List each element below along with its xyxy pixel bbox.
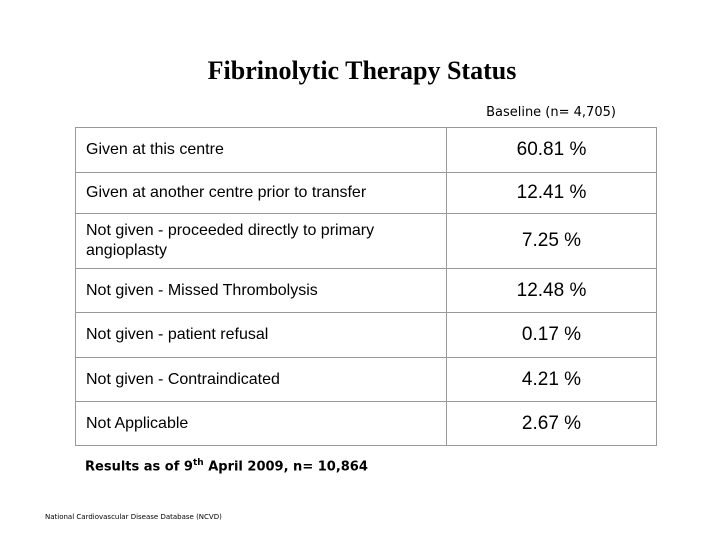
table-row: Not given - patient refusal 0.17 % bbox=[75, 312, 657, 358]
table-row: Not given - Missed Thrombolysis 12.48 % bbox=[75, 268, 657, 313]
row-label: Not given - patient refusal bbox=[75, 312, 447, 358]
footnote: Results as of 9th April 2009, n= 10,864 bbox=[85, 458, 368, 474]
table-row: Given at another centre prior to transfe… bbox=[75, 172, 657, 214]
footnote-superscript: th bbox=[192, 458, 204, 468]
row-label: Not given - Missed Thrombolysis bbox=[75, 268, 447, 313]
row-value: 4.21 % bbox=[446, 357, 657, 402]
column-header: Baseline (n= 4,705) bbox=[486, 105, 616, 120]
row-value: 60.81 % bbox=[446, 127, 657, 173]
footnote-text: April 2009, n= 10,864 bbox=[203, 459, 368, 475]
table-row: Not given - proceeded directly to primar… bbox=[75, 213, 657, 269]
footnote-text: Results as of 9 bbox=[85, 459, 193, 475]
row-value: 12.41 % bbox=[446, 172, 657, 214]
table-row: Given at this centre 60.81 % bbox=[75, 127, 657, 173]
row-label: Not Applicable bbox=[75, 401, 447, 446]
table-row: Not Applicable 2.67 % bbox=[75, 401, 657, 446]
row-value: 2.67 % bbox=[446, 401, 657, 446]
status-table: Given at this centre 60.81 % Given at anot… bbox=[75, 127, 657, 446]
table-row: Not given - Contraindicated 4.21 % bbox=[75, 357, 657, 402]
row-value: 12.48 % bbox=[446, 268, 657, 313]
row-label: Not given - Contraindicated bbox=[75, 357, 447, 402]
row-value: 7.25 % bbox=[446, 213, 657, 269]
source-note: National Cardiovascular Disease Database… bbox=[45, 513, 222, 521]
row-value: 0.17 % bbox=[446, 312, 657, 358]
row-label: Given at another centre prior to transfe… bbox=[75, 172, 447, 214]
row-label: Not given - proceeded directly to primar… bbox=[75, 213, 447, 269]
row-label: Given at this centre bbox=[75, 127, 447, 173]
slide-title: Fibrinolytic Therapy Status bbox=[207, 56, 517, 85]
